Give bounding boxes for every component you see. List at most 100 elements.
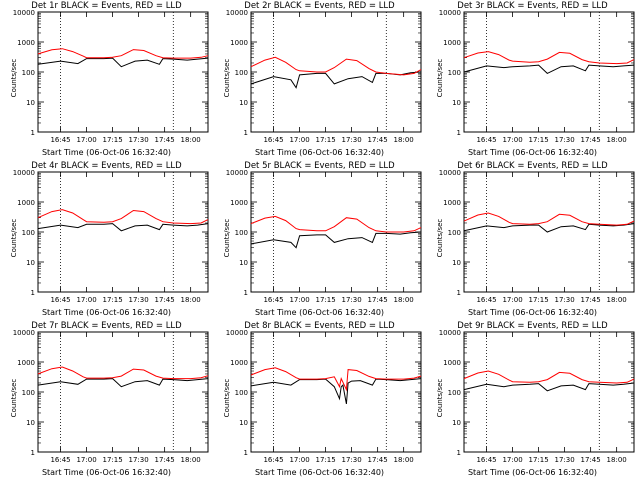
y-tick-label: 10 bbox=[239, 419, 248, 427]
x-tick-label: 17:30 bbox=[129, 296, 149, 304]
y-tick-label: 10 bbox=[26, 419, 35, 427]
chart-svg: 1 10 100 1000 10000 16:45 17:00 17:15 17:30 17:45… bbox=[226, 169, 422, 304]
panel-title: Det 2r BLACK = Events, RED = LLD bbox=[244, 1, 395, 11]
chart-svg: 1 10 100 1000 10000 16:45 17:00 17:15 17:30 17:45… bbox=[13, 169, 209, 304]
y-tick-label: 1 bbox=[31, 289, 35, 297]
y-tick-label: 100 bbox=[448, 389, 461, 397]
series-lld-line bbox=[37, 366, 209, 380]
y-axis-label: Counts/sec bbox=[10, 218, 18, 258]
x-tick-label: 17:30 bbox=[129, 456, 149, 464]
x-axis-label: Start Time (06-Oct-06 16:32:40) bbox=[41, 308, 172, 317]
x-axis-label: Start Time (06-Oct-06 16:32:40) bbox=[254, 468, 385, 477]
series-events-line bbox=[463, 382, 635, 392]
x-axis-label: Start Time (06-Oct-06 16:32:40) bbox=[254, 148, 385, 157]
panel-title: Det 6r BLACK = Events, RED = LLD bbox=[457, 161, 608, 171]
y-tick-label: 1000 bbox=[443, 199, 461, 207]
y-tick-label: 10 bbox=[26, 259, 35, 267]
x-tick-label: 17:45 bbox=[368, 296, 388, 304]
chart-svg: 1 10 100 1000 10000 16:45 17:00 17:15 17:30 17:45… bbox=[226, 9, 422, 144]
y-tick-label: 10000 bbox=[13, 169, 35, 177]
x-tick-label: 17:15 bbox=[315, 136, 335, 144]
x-tick-label: 17:15 bbox=[315, 296, 335, 304]
detector-panel-6: 1 10 100 1000 10000 16:45 17:00 17:15 17:30 17:45… bbox=[426, 160, 639, 320]
y-tick-label: 10 bbox=[452, 259, 461, 267]
x-axis-label: Start Time (06-Oct-06 16:32:40) bbox=[467, 148, 598, 157]
chart-svg: 1 10 100 1000 10000 16:45 17:00 17:15 17:30 17:45… bbox=[439, 9, 635, 144]
series-lld-line bbox=[250, 56, 422, 76]
y-tick-label: 100 bbox=[22, 69, 35, 77]
x-tick-label: 18:00 bbox=[394, 296, 414, 304]
panel-title: Det 7r BLACK = Events, RED = LLD bbox=[31, 321, 182, 331]
y-tick-label: 10000 bbox=[226, 169, 248, 177]
x-tick-label: 17:45 bbox=[155, 456, 175, 464]
series-lld-line bbox=[463, 370, 635, 384]
x-tick-label: 17:30 bbox=[555, 296, 575, 304]
y-tick-label: 1 bbox=[244, 129, 248, 137]
x-tick-label: 17:30 bbox=[555, 456, 575, 464]
y-tick-label: 10000 bbox=[13, 9, 35, 17]
x-tick-label: 17:00 bbox=[76, 296, 96, 304]
x-tick-label: 16:45 bbox=[50, 456, 70, 464]
x-tick-label: 17:00 bbox=[76, 136, 96, 144]
x-tick-label: 17:00 bbox=[502, 456, 522, 464]
y-tick-label: 100 bbox=[448, 69, 461, 77]
x-tick-label: 18:00 bbox=[181, 136, 201, 144]
y-tick-label: 1 bbox=[244, 449, 248, 457]
detector-panel-8: 1 10 100 1000 10000 16:45 17:00 17:15 17:30 17:45… bbox=[213, 320, 426, 480]
x-tick-label: 17:30 bbox=[342, 456, 362, 464]
chart-svg: 1 10 100 1000 10000 16:45 17:00 17:15 17:30 17:45… bbox=[439, 329, 635, 464]
plot-frame bbox=[463, 171, 635, 293]
x-tick-label: 17:15 bbox=[102, 296, 122, 304]
x-tick-label: 16:45 bbox=[50, 296, 70, 304]
chart-svg: 1 10 100 1000 10000 16:45 17:00 17:15 17:30 17:45… bbox=[13, 329, 209, 464]
x-tick-label: 17:30 bbox=[555, 136, 575, 144]
x-tick-label: 17:45 bbox=[155, 136, 175, 144]
x-tick-label: 17:00 bbox=[502, 136, 522, 144]
y-tick-label: 10000 bbox=[13, 329, 35, 337]
plot-frame bbox=[250, 11, 422, 133]
series-lld-line bbox=[250, 367, 422, 392]
y-axis-label: Counts/sec bbox=[223, 218, 231, 258]
detector-panel-3: 1 10 100 1000 10000 16:45 17:00 17:15 17:30 17:45… bbox=[426, 0, 639, 160]
y-tick-label: 1000 bbox=[230, 359, 248, 367]
series-lld-line bbox=[37, 48, 209, 59]
x-tick-label: 17:15 bbox=[528, 296, 548, 304]
x-tick-label: 17:30 bbox=[342, 296, 362, 304]
series-events-line bbox=[37, 378, 209, 388]
detector-panel-2: 1 10 100 1000 10000 16:45 17:00 17:15 17:30 17:45… bbox=[213, 0, 426, 160]
x-tick-label: 18:00 bbox=[181, 456, 201, 464]
panel-title: Det 1r BLACK = Events, RED = LLD bbox=[31, 1, 182, 11]
series-events-line bbox=[37, 57, 209, 68]
x-tick-label: 16:45 bbox=[263, 136, 283, 144]
series-events-line bbox=[37, 223, 209, 232]
x-tick-label: 17:15 bbox=[102, 136, 122, 144]
chart-svg: 1 10 100 1000 10000 16:45 17:00 17:15 17:30 17:45… bbox=[226, 329, 422, 464]
y-tick-label: 100 bbox=[22, 389, 35, 397]
y-tick-label: 10 bbox=[239, 259, 248, 267]
x-tick-label: 17:00 bbox=[289, 136, 309, 144]
y-tick-label: 1000 bbox=[230, 199, 248, 207]
x-tick-label: 16:45 bbox=[476, 296, 496, 304]
detector-panel-7: 1 10 100 1000 10000 16:45 17:00 17:15 17:30 17:45… bbox=[0, 320, 213, 480]
x-tick-label: 17:45 bbox=[155, 296, 175, 304]
y-axis-label: Counts/sec bbox=[436, 58, 444, 98]
y-tick-label: 10 bbox=[452, 419, 461, 427]
x-axis-label: Start Time (06-Oct-06 16:32:40) bbox=[41, 468, 172, 477]
detector-panel-1: 1 10 100 1000 10000 16:45 17:00 17:15 17:30 17:45… bbox=[0, 0, 213, 160]
x-tick-label: 18:00 bbox=[607, 296, 627, 304]
y-tick-label: 10000 bbox=[439, 9, 461, 17]
x-tick-label: 17:15 bbox=[315, 456, 335, 464]
y-tick-label: 1000 bbox=[17, 359, 35, 367]
series-lld-line bbox=[250, 215, 422, 233]
x-axis-label: Start Time (06-Oct-06 16:32:40) bbox=[254, 308, 385, 317]
y-tick-label: 1 bbox=[31, 449, 35, 457]
x-tick-label: 18:00 bbox=[607, 136, 627, 144]
x-tick-label: 17:45 bbox=[581, 456, 601, 464]
series-events-line bbox=[250, 231, 422, 249]
x-tick-label: 16:45 bbox=[263, 296, 283, 304]
detector-panel-4: 1 10 100 1000 10000 16:45 17:00 17:15 17:30 17:45… bbox=[0, 160, 213, 320]
detector-panel-9: 1 10 100 1000 10000 16:45 17:00 17:15 17:30 17:45… bbox=[426, 320, 639, 480]
x-tick-label: 16:45 bbox=[263, 456, 283, 464]
x-tick-label: 17:00 bbox=[289, 296, 309, 304]
